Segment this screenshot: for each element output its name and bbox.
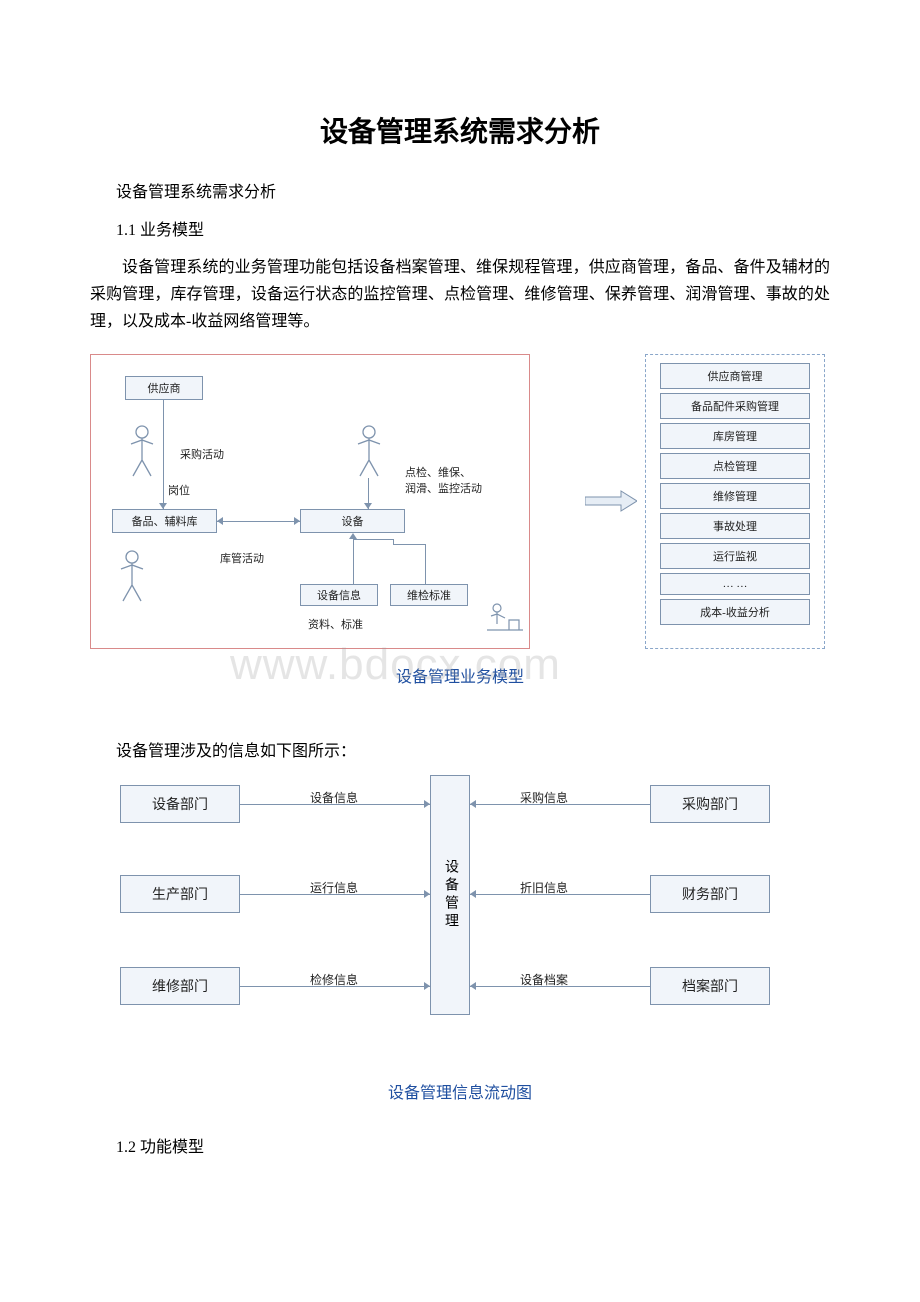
- side-list: 供应商管理 备品配件采购管理 库房管理 点检管理 维修管理 事故处理 运行监视 …: [660, 363, 810, 625]
- arrowhead-icon: [294, 517, 300, 525]
- right-node: 档案部门: [650, 967, 770, 1005]
- side-item: 备品配件采购管理: [660, 393, 810, 419]
- center-box: 设备管理: [430, 775, 470, 1015]
- flow-label: 运行信息: [310, 879, 358, 896]
- arrowhead-icon: [470, 800, 476, 808]
- left-node: 设备部门: [120, 785, 240, 823]
- business-model-diagram: 供应商管理 备品配件采购管理 库房管理 点检管理 维修管理 事故处理 运行监视 …: [90, 354, 830, 649]
- side-item: … …: [660, 573, 810, 595]
- center-label: 设备管理: [440, 859, 460, 931]
- flow-label: 折旧信息: [520, 879, 568, 896]
- flow-label: 采购信息: [520, 789, 568, 806]
- arrowhead-icon: [159, 503, 167, 509]
- side-item: 供应商管理: [660, 363, 810, 389]
- label-post: 岗位: [168, 482, 190, 498]
- intro-paragraph: 设备管理系统的业务管理功能包括设备档案管理、维保规程管理，供应商管理，备品、备件…: [90, 254, 830, 336]
- arrowhead-icon: [424, 800, 430, 808]
- arrowhead-icon: [364, 503, 372, 509]
- arrowhead-icon: [349, 533, 357, 539]
- section-1-2-heading: 1.2 功能模型: [116, 1133, 830, 1157]
- label-purchase: 采购活动: [180, 446, 224, 462]
- connector: [353, 539, 354, 584]
- right-frame: 供应商管理 备品配件采购管理 库房管理 点检管理 维修管理 事故处理 运行监视 …: [645, 354, 825, 649]
- equip-info-box: 设备信息: [300, 584, 378, 606]
- connector: [217, 521, 300, 522]
- flow-label: 设备信息: [310, 789, 358, 806]
- left-node: 生产部门: [120, 875, 240, 913]
- supplier-box: 供应商: [125, 376, 203, 400]
- section-1-1-heading: 1.1 业务模型: [116, 216, 830, 240]
- flow-label: 检修信息: [310, 971, 358, 988]
- arrowhead-icon: [424, 982, 430, 990]
- left-node: 维修部门: [120, 967, 240, 1005]
- page-title: 设备管理系统需求分析: [90, 110, 830, 150]
- right-node: 财务部门: [650, 875, 770, 913]
- side-item: 库房管理: [660, 423, 810, 449]
- side-item: 事故处理: [660, 513, 810, 539]
- std-box: 维检标准: [390, 584, 468, 606]
- subtitle: 设备管理系统需求分析: [116, 178, 830, 202]
- big-arrow-icon: [585, 489, 637, 513]
- arrowhead-icon: [470, 890, 476, 898]
- connector: [393, 544, 425, 545]
- diagram2-caption: 设备管理信息流动图: [90, 1079, 830, 1103]
- arrowhead-icon: [217, 517, 223, 525]
- person-icon: [125, 424, 159, 478]
- flow-label: 设备档案: [520, 971, 568, 988]
- document-page: 设备管理系统需求分析 设备管理系统需求分析 1.1 业务模型 设备管理系统的业务…: [0, 0, 920, 1231]
- label-inspect2: 润滑、监控活动: [405, 480, 482, 496]
- stock-box: 备品、辅料库: [112, 509, 217, 533]
- label-docs: 资料、标准: [308, 616, 363, 632]
- side-item: 维修管理: [660, 483, 810, 509]
- arrowhead-icon: [470, 982, 476, 990]
- label-stockmgr: 库管活动: [220, 550, 264, 566]
- connector: [425, 544, 426, 584]
- arrowhead-icon: [424, 890, 430, 898]
- diagram1-caption: 设备管理业务模型: [90, 663, 830, 687]
- equipment-box: 设备: [300, 509, 405, 533]
- person-icon: [352, 424, 386, 478]
- connector: [353, 539, 393, 540]
- side-item: 成本-收益分析: [660, 599, 810, 625]
- desk-person-icon: [485, 602, 525, 638]
- side-item: 运行监视: [660, 543, 810, 569]
- connector: [163, 400, 164, 509]
- mid-text: 设备管理涉及的信息如下图所示：: [116, 737, 830, 761]
- info-flow-diagram: 设备管理 设备部门 生产部门 维修部门 采购部门 财务部门 档案部门 设备信息 …: [110, 775, 810, 1035]
- right-node: 采购部门: [650, 785, 770, 823]
- person-icon: [115, 549, 149, 603]
- side-item: 点检管理: [660, 453, 810, 479]
- label-inspect1: 点检、维保、: [405, 464, 471, 480]
